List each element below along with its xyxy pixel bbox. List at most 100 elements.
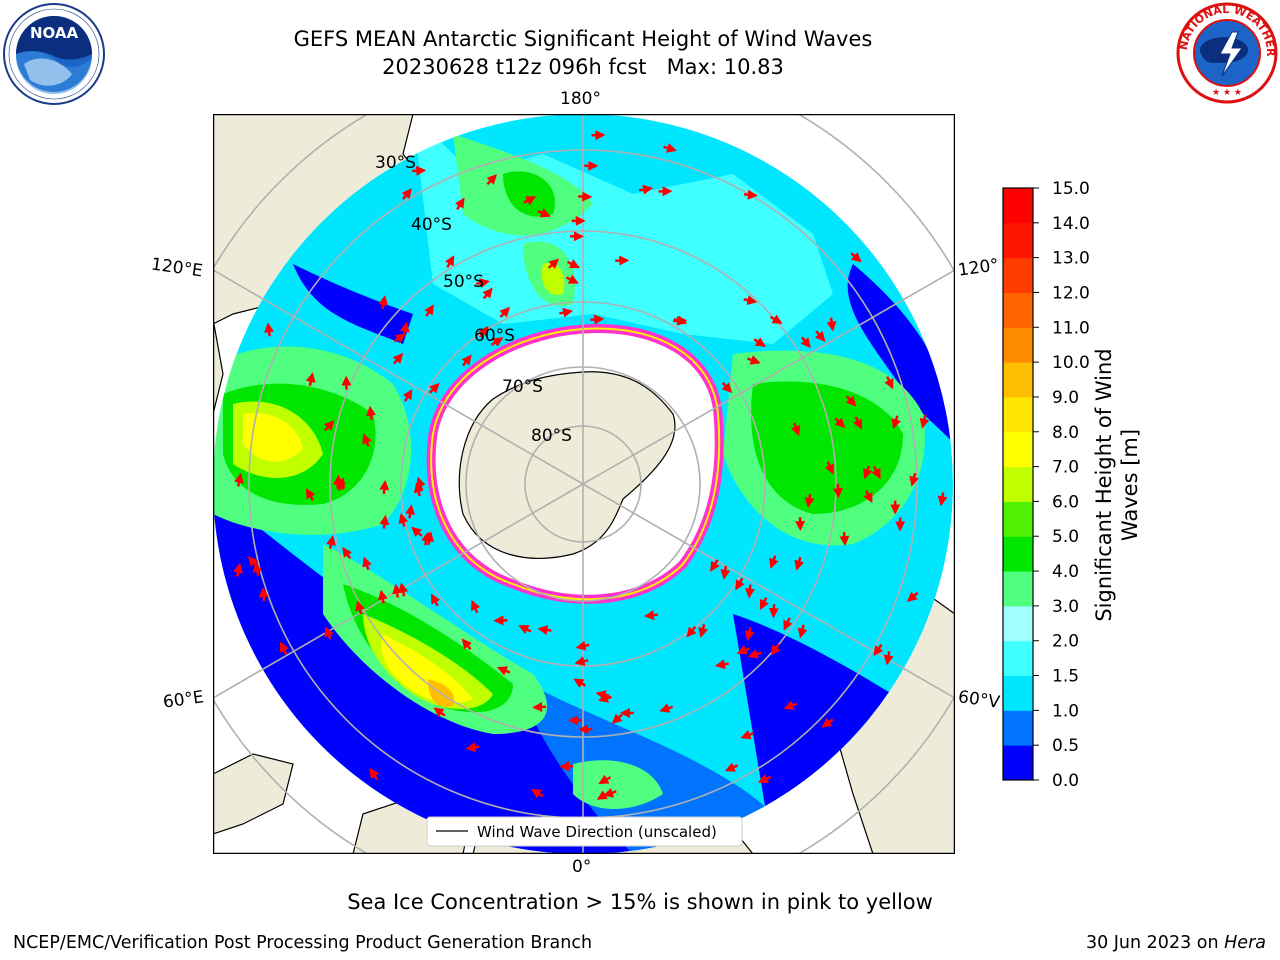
wave-direction-arrow [369,767,380,781]
colorbar-tick-label: 8.0 [1052,423,1079,443]
wave-direction-arrow [478,325,489,338]
plot-subtitle: 20230628 t12z 096h fcst Max: 10.83 [382,55,784,79]
colorbar-tick-label: 9.0 [1052,388,1079,408]
wave-direction-arrow [326,535,336,550]
wave-direction-arrow [323,420,335,432]
wave-direction-arrow [794,556,805,571]
wave-direction-arrow [575,640,590,651]
colorbar-swatch [1003,431,1033,468]
wave-direction-arrow [663,143,677,153]
lon-label-0: 0° [572,857,592,877]
wave-direction-arrow [759,596,769,611]
wave-direction-arrow [461,354,472,367]
lat-label-30s: 30°S [375,153,416,173]
wave-direction-arrow [377,589,388,604]
wave-direction-arrow [444,255,455,268]
colorbar-swatch [1003,640,1033,677]
colorbar-swatch [1003,362,1033,398]
wave-direction-arrow [826,317,837,332]
wave-direction-arrow [392,353,404,365]
wave-direction-arrow [873,643,884,657]
colorbar-swatch [1003,257,1033,293]
wave-direction-arrow [547,258,560,270]
wave-direction-arrow [884,376,894,390]
lon-label-180: 180° [560,89,601,109]
wave-direction-arrow [342,546,353,560]
wave-direction-arrow [518,624,532,635]
wave-direction-arrow [769,555,779,569]
wave-direction-arrow [769,314,783,324]
wave-direction-arrow [598,774,612,785]
wave-direction-arrow [424,304,434,317]
wave-direction-arrow [747,355,761,365]
wave-direction-arrow [378,295,389,310]
wave-direction-arrow [362,556,372,571]
wave-direction-arrow [399,321,410,336]
wave-direction-arrow [279,641,289,655]
colorbar-tick-label: 6.0 [1052,492,1079,512]
colorbar-swatch [1003,536,1033,572]
wave-direction-arrow [379,479,390,495]
graticule [213,114,955,854]
colorbar-tick-label: 10.0 [1052,353,1090,373]
wave-direction-arrow [424,531,435,546]
wave-direction-arrow [412,165,427,176]
wave-direction-arrow [638,184,653,195]
wave-direction-arrow [559,307,574,318]
wave-direction-arrow [797,624,808,639]
wave-direction-arrow [906,591,919,602]
colorbar-tick-label: 14.0 [1052,214,1090,234]
colorbar-swatch [1003,466,1033,502]
lat-label-50s: 50°S [443,272,484,292]
wave-direction-arrow [496,666,511,676]
wave-direction-arrow [573,678,587,689]
lat-label-80s: 80°S [531,426,572,446]
wave-direction-arrow [883,651,894,666]
wave-direction-arrow [264,322,275,337]
wave-direction-arrow [305,372,316,387]
lon-label-120e: 120°E [149,254,204,282]
wave-direction-arrow [710,559,720,572]
wave-direction-arrow [845,395,857,407]
wave-direction-arrow [566,259,581,269]
wave-direction-arrow [871,465,881,480]
wave-direction-arrow [402,389,413,402]
colorbar-swatch [1003,396,1033,433]
nws-logo: NATIONAL WEATHER SERVICE ★ ★ ★ [1176,2,1278,104]
map-panel: 30°S 40°S 50°S 60°S 70°S 80°S Wind Wave … [213,114,955,854]
wave-direction-arrow [757,773,772,784]
wave-direction-arrow [603,787,617,798]
wave-direction-arrow [821,717,834,728]
colorbar-swatch [1003,675,1033,711]
wave-direction-arrow [532,701,547,712]
wave-direction-arrow [863,490,873,504]
colorbar-ticks: 0.0 0.5 1.0 1.5 2.0 3.0 4.0 5.0 6.0 7.0 8.0 9.0 10.0… [1033,180,1090,791]
wave-direction-arrow [783,617,793,631]
lat-label-40s: 40°S [411,215,452,235]
wave-direction-arrow [721,381,733,394]
wave-direction-arrow [832,484,843,499]
colorbar-tick-label: 12.0 [1052,283,1090,303]
wave-direction-arrow [853,416,863,430]
lon-label-120w: 120° [956,255,1001,281]
wave-direction-arrow [258,587,269,602]
footer-date-prefix: 30 Jun 2023 on [1085,933,1225,953]
wave-direction-arrow [405,504,415,519]
wave-direction-arrow [611,713,623,724]
wave-direction-arrow [743,189,758,200]
colorbar-tick-label: 0.0 [1052,771,1079,791]
colorbar-tick-label: 11.0 [1052,318,1090,338]
wave-direction-arrow [234,472,244,487]
wave-direction-arrow [366,405,377,420]
colorbar-swatch [1003,222,1033,259]
wave-direction-arrow [393,333,406,344]
map-legend: Wind Wave Direction (unscaled) [426,816,743,847]
lat-label-60s: 60°S [474,326,515,346]
footer-date: 30 Jun 2023 on Hera [1086,933,1266,953]
colorbar: 0.0 0.5 1.0 1.5 2.0 3.0 4.0 5.0 6.0 7.0 8.0 9.0 10.0… [1002,180,1090,791]
wave-direction-arrow [891,415,901,430]
wave-direction-arrow [574,656,589,666]
wave-direction-arrow [673,315,688,326]
colorbar-tick-label: 13.0 [1052,249,1090,269]
footer-host: Hera [1224,933,1266,953]
